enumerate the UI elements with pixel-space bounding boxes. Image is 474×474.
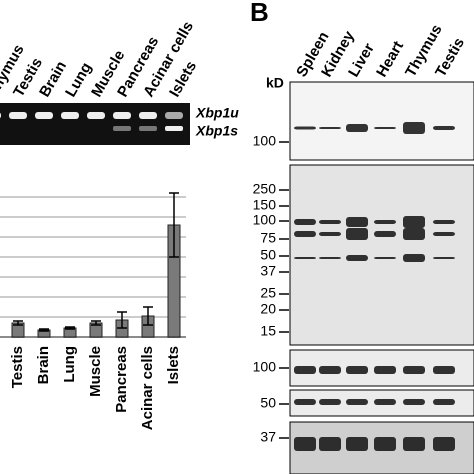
marker-label: 15 — [260, 323, 276, 339]
x-tick-label: Lung — [61, 346, 78, 383]
blot-band — [433, 399, 455, 405]
x-tick-label: Muscle — [87, 346, 104, 397]
error-bar — [117, 311, 127, 329]
blot-band — [403, 437, 425, 451]
error-bar — [143, 306, 153, 326]
panel-label: B — [250, 0, 269, 27]
marker-label: 100 — [253, 212, 277, 228]
blot-band — [433, 437, 455, 451]
blot-band — [346, 217, 368, 227]
gel-band — [35, 112, 53, 119]
blot-band — [433, 126, 455, 130]
blot-band — [374, 231, 396, 237]
blot — [289, 81, 474, 161]
marker-label: 100 — [253, 359, 277, 375]
gel-band — [165, 112, 183, 119]
blot — [289, 164, 474, 346]
blot-band — [403, 122, 425, 134]
blot-band — [433, 366, 455, 374]
blot-band — [319, 257, 341, 259]
blot-band — [346, 255, 368, 261]
marker-label: 250 — [253, 181, 277, 197]
gel-band — [61, 112, 79, 119]
blot-band — [433, 257, 455, 259]
blot-band — [403, 216, 425, 228]
x-tick-label: Islets — [165, 346, 182, 384]
error-bar — [13, 320, 23, 326]
x-tick-label: Brain — [35, 346, 52, 384]
blot-band — [319, 366, 341, 374]
gel-label: Xbp1u — [195, 105, 239, 121]
gel-band — [139, 112, 157, 119]
blot-band — [294, 231, 316, 237]
gel-band — [165, 126, 183, 131]
error-bar — [169, 192, 179, 258]
blot-band — [403, 254, 425, 262]
blot-band — [346, 366, 368, 374]
marker-label: 50 — [260, 395, 276, 411]
x-tick-label: Pancreas — [113, 346, 130, 413]
blot-band — [374, 366, 396, 374]
blot-band — [346, 399, 368, 405]
gel-band — [113, 126, 131, 131]
blot-band — [319, 399, 341, 405]
blot-band — [374, 257, 396, 259]
blot-band — [433, 232, 455, 236]
blot-band — [346, 437, 368, 451]
x-tick-label: Acinar cells — [139, 346, 156, 430]
unit-label: kD — [266, 75, 284, 91]
error-bar — [65, 326, 75, 330]
marker-label: 75 — [260, 230, 276, 246]
gel-label: Xbp1s — [195, 123, 238, 139]
lane-label: Heart — [373, 38, 407, 80]
marker-label: 37 — [260, 429, 276, 445]
blot-band — [294, 437, 316, 451]
blot-band — [294, 366, 316, 374]
blot-band — [346, 124, 368, 132]
marker-label: 150 — [253, 197, 277, 213]
gel-band — [87, 112, 105, 119]
error-bar — [91, 320, 101, 326]
blot-band — [403, 399, 425, 405]
x-tick-label: Testis — [9, 346, 26, 388]
blot-band — [374, 220, 396, 224]
blot-band — [294, 257, 316, 259]
blot-band — [403, 366, 425, 374]
marker-label: 50 — [260, 247, 276, 263]
blot-band — [319, 232, 341, 236]
blot-band — [374, 437, 396, 451]
marker-label: 25 — [260, 285, 276, 301]
error-bar — [39, 328, 49, 332]
blot-band — [374, 127, 396, 129]
gel-band — [139, 126, 157, 131]
blot-band — [374, 399, 396, 405]
blot-band — [294, 126, 316, 130]
blot-band — [403, 228, 425, 240]
blot-band — [346, 228, 368, 240]
marker-label: 37 — [260, 263, 276, 279]
blot-band — [319, 127, 341, 129]
gel-band — [0, 112, 1, 119]
marker-label: 20 — [260, 301, 276, 317]
blot-band — [294, 219, 316, 225]
marker-label: 100 — [253, 133, 277, 149]
blot-band — [433, 220, 455, 224]
blot-band — [294, 399, 316, 405]
blot-band — [319, 437, 341, 451]
gel-band — [113, 112, 131, 119]
gel — [0, 103, 190, 145]
blot-band — [319, 220, 341, 224]
gel-band — [9, 112, 27, 119]
